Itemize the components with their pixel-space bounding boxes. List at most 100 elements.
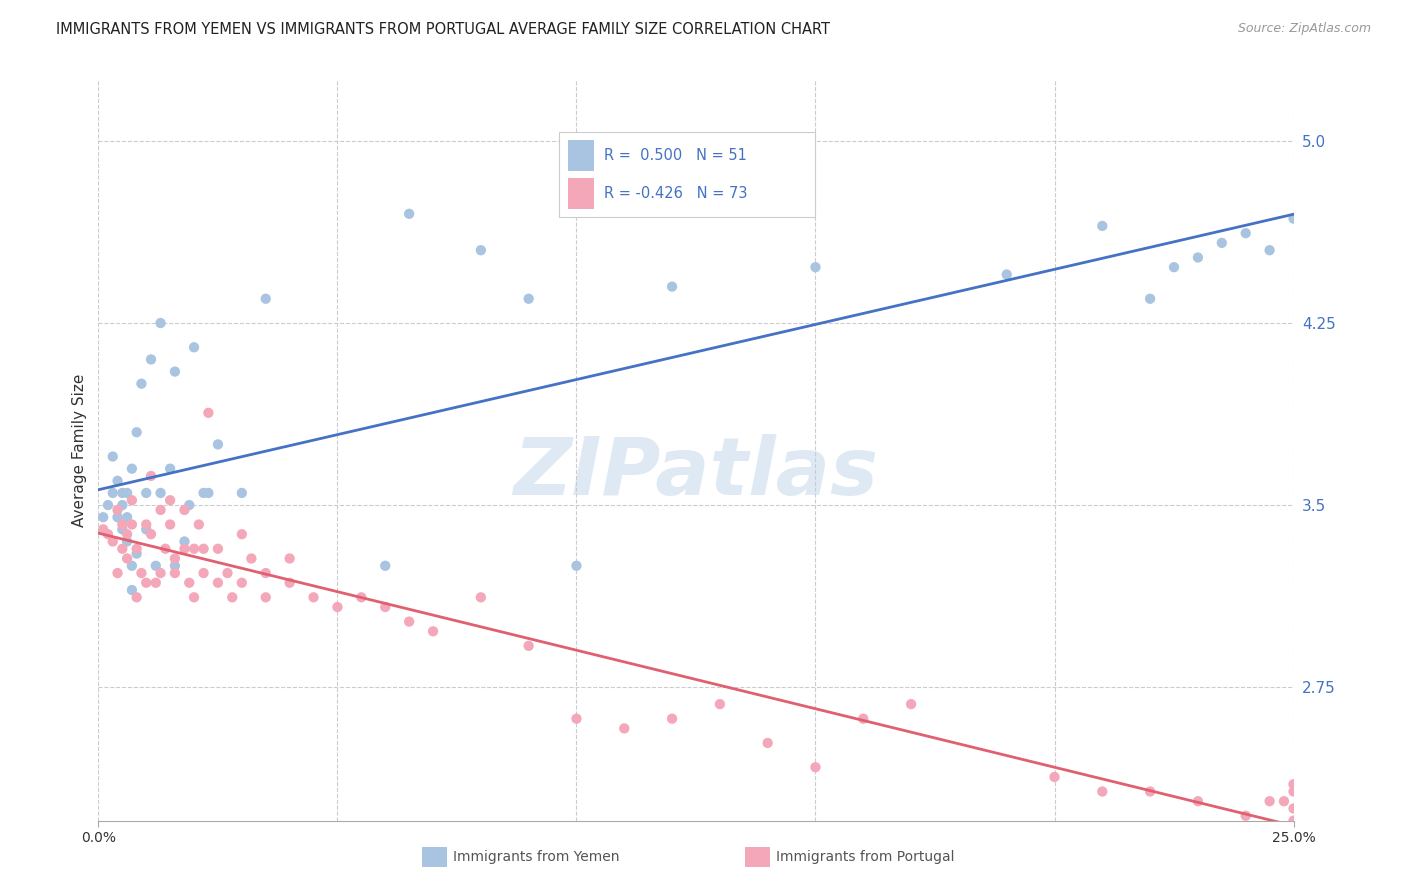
Text: Source: ZipAtlas.com: Source: ZipAtlas.com [1237,22,1371,36]
Point [278,575,301,590]
Point [91,510,114,524]
Text: R = -0.426   N = 73: R = -0.426 N = 73 [605,186,748,201]
Point [173,503,195,517]
Point [121,517,143,532]
Point [1282,777,1305,791]
Point [91,522,114,536]
Point [125,425,148,440]
Point [1211,235,1233,250]
Point [374,600,396,615]
Text: IMMIGRANTS FROM YEMEN VS IMMIGRANTS FROM PORTUGAL AVERAGE FAMILY SIZE CORRELATIO: IMMIGRANTS FROM YEMEN VS IMMIGRANTS FROM… [56,22,830,37]
Point [1234,809,1257,823]
Point [149,503,172,517]
Point [121,582,143,597]
Text: ZIPatlas: ZIPatlas [513,434,879,512]
Point [326,600,349,615]
Point [135,522,157,536]
Point [470,591,492,605]
Point [173,534,195,549]
Point [661,712,683,726]
Point [125,541,148,556]
Point [107,474,129,488]
Point [217,566,239,580]
Point [1282,801,1305,815]
Point [193,541,215,556]
Point [111,541,134,556]
Bar [568,140,595,171]
Point [1187,251,1209,265]
Point [139,527,162,541]
Point [1258,794,1281,808]
Point [207,541,229,556]
Point [159,461,181,475]
Point [1258,243,1281,257]
Point [709,697,731,711]
Point [159,517,181,532]
Point [398,207,420,221]
Point [1043,770,1066,784]
Point [1163,260,1185,275]
Point [111,517,134,532]
Point [183,591,205,605]
Point [107,566,129,580]
Text: Immigrants from Portugal: Immigrants from Portugal [776,850,955,864]
Point [101,450,124,464]
Text: Immigrants from Yemen: Immigrants from Yemen [453,850,619,864]
Point [179,498,201,512]
Point [111,486,134,500]
Point [163,551,186,566]
Point [149,566,172,580]
Point [163,558,186,573]
Point [207,437,229,451]
Point [517,292,540,306]
Point [470,243,492,257]
Point [231,486,253,500]
Point [422,624,444,639]
Y-axis label: Average Family Size: Average Family Size [72,374,87,527]
Point [115,527,138,541]
Point [254,591,277,605]
Point [240,551,263,566]
Point [173,541,195,556]
Point [221,591,243,605]
Point [231,575,253,590]
Point [187,517,209,532]
Point [804,760,827,774]
Point [125,591,148,605]
Point [155,541,177,556]
Point [183,340,205,354]
Point [145,575,167,590]
Point [1282,814,1305,828]
Point [107,510,129,524]
Point [398,615,420,629]
Point [197,406,219,420]
Point [1139,784,1161,798]
Point [350,591,373,605]
Point [159,493,181,508]
Point [135,575,157,590]
Point [661,279,683,293]
Point [852,712,875,726]
Point [135,486,157,500]
Point [193,566,215,580]
Point [1272,794,1295,808]
Bar [568,178,595,209]
Point [115,510,138,524]
Point [1282,784,1305,798]
Point [115,486,138,500]
Point [1139,292,1161,306]
Point [97,498,120,512]
Point [565,712,588,726]
Point [183,541,205,556]
Point [163,566,186,580]
Point [121,493,143,508]
Point [1091,219,1114,233]
Point [254,566,277,580]
Point [101,486,124,500]
Point [254,292,277,306]
Point [145,558,167,573]
Point [135,517,157,532]
Point [149,486,172,500]
Point [207,575,229,590]
Point [565,558,588,573]
